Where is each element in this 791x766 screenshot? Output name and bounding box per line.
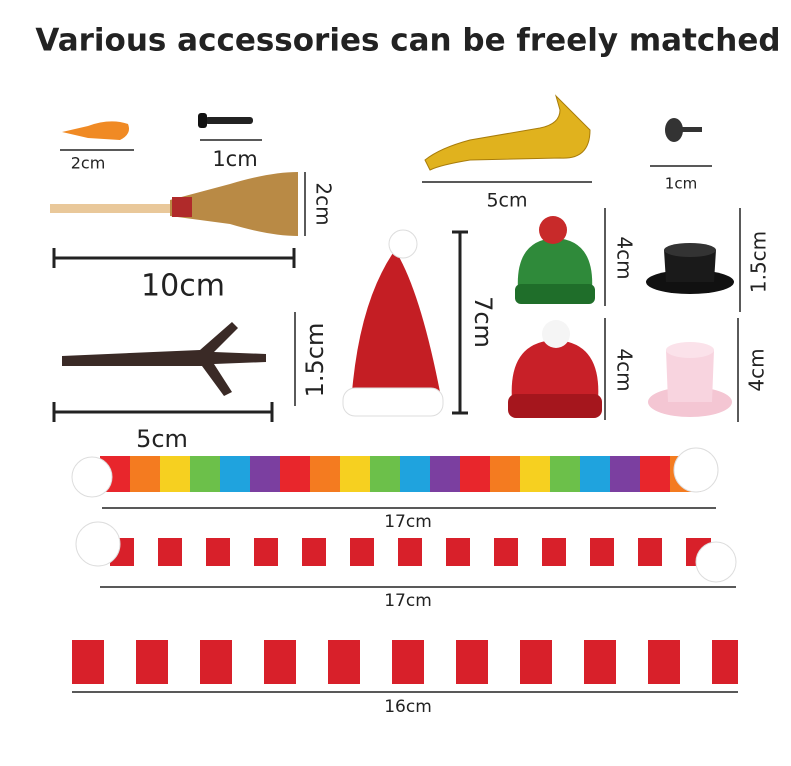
title: Various accessories can be freely matche… [35, 23, 780, 59]
stripe [220, 456, 251, 492]
stripe [370, 456, 401, 492]
stripe [566, 538, 591, 566]
stripe [134, 538, 159, 566]
stripe [422, 538, 447, 566]
size-label: 1cm [212, 147, 257, 171]
stripe [200, 640, 233, 684]
size-label: 16cm [384, 697, 432, 717]
stripe [638, 538, 663, 566]
pompom [695, 541, 737, 583]
size-label: 2cm [71, 154, 106, 173]
stripe [662, 538, 687, 566]
stripe [280, 456, 311, 492]
pompom [75, 521, 121, 567]
pompom [71, 456, 113, 498]
saxophone [422, 94, 592, 183]
stripe [190, 456, 221, 492]
striped-scarf [72, 640, 738, 684]
stripe [158, 538, 183, 566]
size-label: 7cm [469, 296, 497, 348]
stripe [590, 538, 615, 566]
stripe [302, 538, 327, 566]
stripe [296, 640, 329, 684]
stripe [580, 456, 611, 492]
stripe [550, 456, 581, 492]
stripe [712, 640, 738, 684]
stripe [72, 640, 105, 684]
pink-top-hat [648, 318, 739, 422]
size-label: 1cm [665, 175, 697, 193]
size-label: 1.5cm [301, 323, 329, 398]
black-top-hat [646, 208, 741, 312]
stripe [680, 640, 713, 684]
stripe [614, 538, 639, 566]
stripe [350, 538, 375, 566]
red-knit-hat [508, 318, 606, 420]
stripe [328, 640, 361, 684]
stripe [520, 640, 553, 684]
size-label: 2cm [312, 182, 336, 225]
stripe [648, 640, 681, 684]
carrot-nose [60, 121, 134, 151]
size-label: 10cm [141, 269, 225, 304]
stripe [542, 538, 567, 566]
stripe [206, 538, 231, 566]
stripe [460, 456, 491, 492]
stripe [610, 456, 641, 492]
stripe [232, 640, 265, 684]
size-label: 4cm [613, 348, 637, 391]
size-label: 17cm [384, 512, 432, 532]
stripe [640, 456, 671, 492]
stripe [340, 456, 371, 492]
striped-scarf [75, 521, 737, 583]
stripe [518, 538, 543, 566]
button [650, 118, 712, 167]
stripe [254, 538, 279, 566]
stripe [104, 640, 137, 684]
stripe [160, 456, 191, 492]
stripe [326, 538, 351, 566]
stripe [168, 640, 201, 684]
screw [198, 113, 262, 141]
stripe [250, 456, 281, 492]
stripe [520, 456, 551, 492]
stripe [310, 456, 341, 492]
stripe [446, 538, 471, 566]
stripe [490, 456, 521, 492]
stripe [182, 538, 207, 566]
stripe [430, 456, 461, 492]
stripe [360, 640, 393, 684]
stripe [398, 538, 423, 566]
stripe [130, 456, 161, 492]
rainbow-scarf [71, 447, 719, 498]
size-label: 5cm [486, 190, 527, 212]
stripe [264, 640, 297, 684]
size-label: 4cm [613, 236, 637, 279]
size-label: 17cm [384, 591, 432, 611]
stripe [584, 640, 617, 684]
stripe [470, 538, 495, 566]
stripe [278, 538, 303, 566]
stripe [424, 640, 457, 684]
stripe [456, 640, 489, 684]
size-label: 4cm [745, 348, 769, 391]
stripe [400, 456, 431, 492]
stripe [494, 538, 519, 566]
stripe [552, 640, 585, 684]
branch-arm [52, 312, 296, 422]
stripe [616, 640, 649, 684]
stripe [392, 640, 425, 684]
size-label: 1.5cm [747, 231, 771, 293]
pompom [673, 447, 719, 493]
stripe [230, 538, 255, 566]
size-label: 5cm [136, 425, 188, 453]
stripe [488, 640, 521, 684]
stripe [374, 538, 399, 566]
broom [50, 172, 306, 268]
stripe [136, 640, 169, 684]
santa-hat [342, 229, 468, 417]
green-knit-hat [515, 208, 606, 306]
